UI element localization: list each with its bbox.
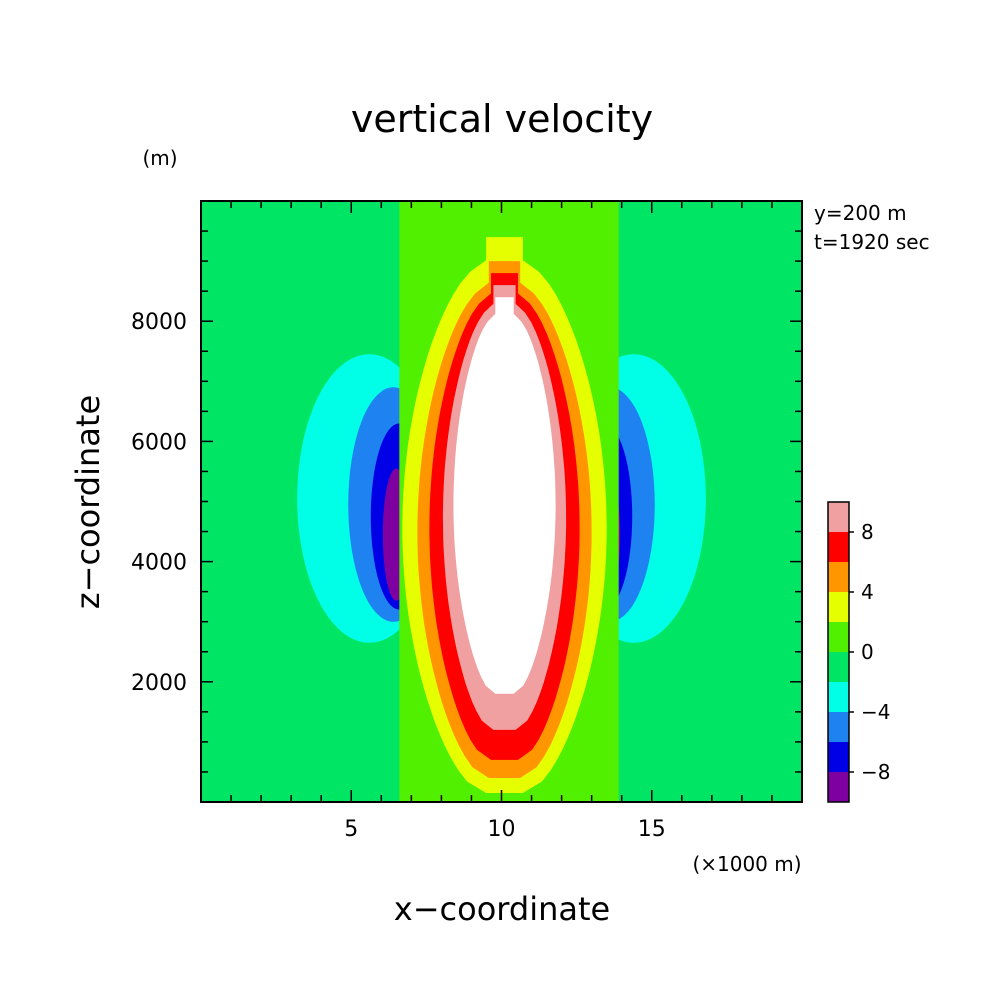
colorbar-tick-label: −4	[861, 700, 890, 724]
annotation-y: y=200 m	[814, 201, 907, 225]
annotation-t: t=1920 sec	[814, 230, 930, 254]
y-unit-label: (m)	[142, 146, 177, 170]
x-axis: 5 10 15	[200, 201, 803, 842]
y-tick-label: 2000	[131, 671, 187, 696]
contour-region-15	[453, 297, 556, 694]
colorbar-legend: −8 −4 0 4 8	[827, 501, 890, 803]
colorbar-swatch	[828, 652, 849, 682]
colorbar-swatch	[828, 532, 849, 562]
colorbar-tick-label: 4	[861, 580, 874, 604]
colorbar-swatch	[828, 622, 849, 652]
y-tick-label: 8000	[131, 310, 187, 335]
colorbar-tick-label: 0	[861, 640, 874, 664]
y-tick-label: 6000	[131, 430, 187, 455]
colorbar-swatch	[828, 772, 849, 802]
y-tick-label: 4000	[131, 551, 187, 576]
x-unit-label: (×1000 m)	[692, 852, 801, 876]
x-tick-label: 15	[638, 817, 666, 842]
colorbar-swatch	[828, 502, 849, 532]
colorbar-swatch	[828, 712, 849, 742]
colorbar-swatch	[828, 592, 849, 622]
colorbar-tick-label: −8	[861, 760, 890, 784]
colorbar-swatch	[828, 742, 849, 772]
x-tick-label: 5	[344, 817, 358, 842]
x-axis-label: x−coordinate	[394, 890, 610, 928]
contour-layer	[201, 201, 802, 802]
colorbar-swatch	[828, 682, 849, 712]
chart-title: vertical velocity	[351, 97, 653, 141]
plot-area	[201, 201, 802, 802]
colorbar-swatch	[828, 562, 849, 592]
x-tick-label: 10	[488, 817, 516, 842]
y-axis-label: z−coordinate	[69, 395, 107, 609]
y-axis: 2000 4000 6000 8000	[131, 200, 802, 803]
colorbar-tick-label: 8	[861, 520, 874, 544]
